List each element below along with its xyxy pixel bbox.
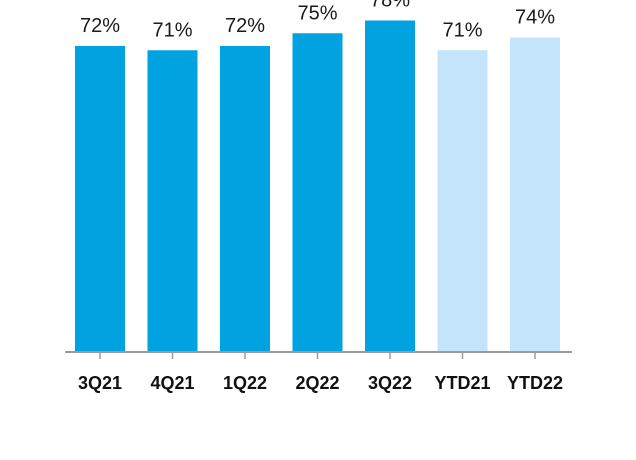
bars-group [75,20,560,352]
category-label-ytd22: YTD22 [507,373,563,393]
category-labels-group: 3Q21 4Q21 1Q22 2Q22 3Q22 YTD21 YTD22 [78,373,563,393]
category-label-3q22: 3Q22 [368,373,412,393]
bar-ytd22 [510,37,560,352]
bar-1q22 [220,46,270,352]
bar-ytd21 [437,50,488,352]
value-label-2q22: 75% [297,2,337,24]
value-label-1q22: 72% [225,15,265,37]
category-label-4q21: 4Q21 [150,373,194,393]
category-label-2q22: 2Q22 [295,373,339,393]
value-label-4q21: 71% [152,19,192,41]
value-label-3q21: 72% [80,15,120,37]
bar-3q21 [75,46,125,352]
x-axis [65,351,572,359]
bar-3q22 [365,20,415,352]
value-label-ytd21: 71% [442,19,482,41]
category-label-3q21: 3Q21 [78,373,122,393]
value-label-3q22: 78% [370,0,410,12]
category-label-ytd21: YTD21 [434,373,490,393]
bar-4q21 [147,50,198,352]
value-label-ytd22: 74% [515,7,555,29]
bar-2q22 [292,33,343,352]
value-labels-group: 72% 71% 72% 75% 78% 71% 74% [80,0,555,41]
category-label-1q22: 1Q22 [223,373,267,393]
